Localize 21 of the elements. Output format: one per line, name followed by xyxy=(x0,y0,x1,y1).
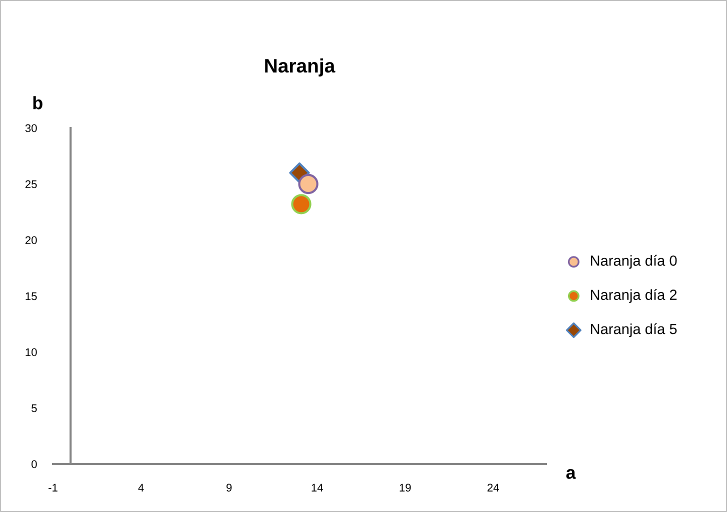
x-tick-label: 24 xyxy=(488,484,500,492)
x-tick-label: 14 xyxy=(312,484,323,492)
y-tick-label: 5 xyxy=(32,404,37,412)
x-tick-label: 4 xyxy=(138,484,144,492)
y-tick-label: 20 xyxy=(25,236,37,244)
legend-label: Naranja día 5 xyxy=(590,323,677,338)
point xyxy=(291,194,312,214)
x-tick-label: 19 xyxy=(400,484,411,492)
y-tick-label: 0 xyxy=(32,460,37,468)
y-tick-label: 15 xyxy=(26,292,37,300)
x-axis-title: a xyxy=(566,469,576,479)
legend-label: Naranja día 2 xyxy=(590,289,677,303)
legend-label: Naranja día 0 xyxy=(590,254,677,269)
y-tick-label: 25 xyxy=(25,180,37,188)
point xyxy=(298,174,318,194)
chart-title: Naranja xyxy=(265,58,336,76)
y-tick-label: 30 xyxy=(25,124,37,132)
x-tick-label: 9 xyxy=(226,484,232,492)
y-axis-title: b xyxy=(33,96,42,110)
y-tick-label: 10 xyxy=(26,348,37,356)
x-tick-label: -1 xyxy=(48,484,58,492)
